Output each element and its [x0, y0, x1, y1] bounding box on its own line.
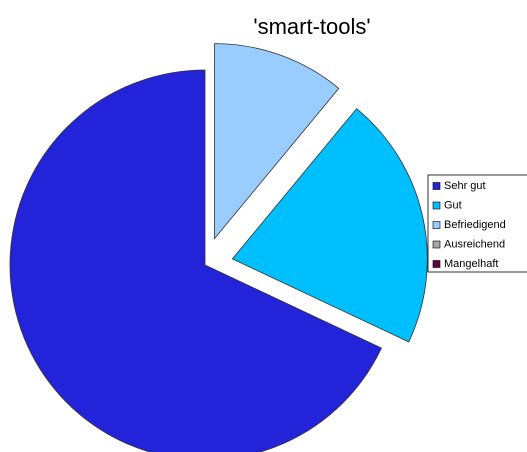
chart-title: 'smart-tools': [253, 14, 370, 39]
legend-swatch: [432, 182, 441, 190]
legend-box: [427, 174, 527, 273]
legend-label: Gut: [444, 199, 462, 211]
legend-swatch: [432, 260, 441, 268]
pie-slice: [214, 43, 340, 240]
legend-label: Sehr gut: [444, 180, 486, 192]
legend-swatch: [432, 240, 441, 249]
legend-swatch: [432, 221, 441, 229]
pie-slice: [231, 108, 428, 343]
legend-label: Befriedigend: [444, 219, 506, 231]
legend-label: Ausreichend: [444, 238, 505, 250]
legend-label: Mangelhaft: [444, 258, 498, 270]
legend-swatch: [432, 201, 441, 210]
pie-slice: [9, 69, 382, 452]
